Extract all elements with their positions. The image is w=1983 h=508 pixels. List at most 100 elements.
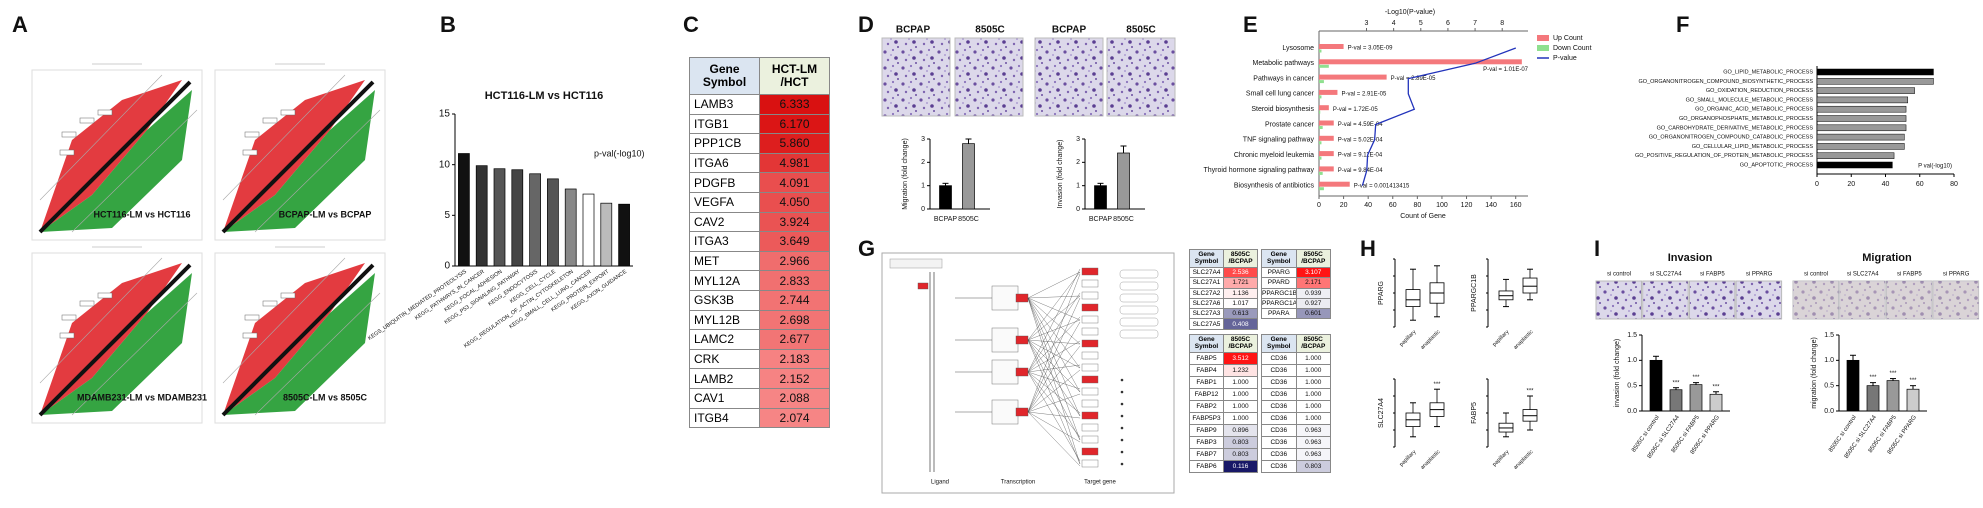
value-cell: 2.833 <box>759 270 830 291</box>
diagonal-band <box>38 263 192 417</box>
row: PDGFB 4.091 <box>689 172 830 193</box>
value-label: P-val = 1.72E-05 <box>1333 107 1379 113</box>
value-cell: 3.649 <box>759 231 830 252</box>
image-label: 8505C <box>1126 25 1155 36</box>
gene-cell: CD36 <box>1261 388 1297 401</box>
bar <box>1094 185 1107 210</box>
down-cloud <box>40 90 192 232</box>
row: SLC27A6 1.017 <box>1189 297 1258 310</box>
value-cell: 4.091 <box>759 172 830 193</box>
target-box <box>1081 339 1099 348</box>
bar <box>1709 393 1723 412</box>
panel-label: A <box>12 12 28 37</box>
header-cell: Gene Symbol <box>1261 249 1297 268</box>
table: Gene Symbol 8505C /BCPAP CD36 1.000 CD36 1.00… <box>1261 334 1331 473</box>
image-label: si control <box>1804 272 1828 278</box>
x-tick-label: 80 <box>1413 202 1421 209</box>
target-box <box>1081 459 1099 468</box>
row: SLC27A3 0.613 <box>1189 308 1258 320</box>
category-label: GO_ORGANONITROGEN_COMPOUND_CATABOLIC_PRO… <box>1649 135 1814 141</box>
row: FABP3 0.803 <box>1189 436 1258 449</box>
y-tick-label: 3 <box>921 136 925 143</box>
row: FABP5P3 1.000 <box>1189 412 1258 425</box>
diagram-label: Transcription <box>1001 480 1035 486</box>
gene-cell: CD36 <box>1261 412 1297 425</box>
bar <box>1816 68 1934 76</box>
diagonal-band <box>38 80 192 234</box>
x-tick-label: anaplastic <box>1420 449 1442 471</box>
value-cell: 1.000 <box>1223 376 1258 389</box>
link <box>1027 345 1081 413</box>
y-tick-label: 1 <box>1076 183 1080 190</box>
value-cell: 6.333 <box>759 94 830 115</box>
value-label: P-val = 2.91E-05 <box>1341 91 1387 97</box>
link <box>1027 297 1081 321</box>
outcome-dot <box>1120 390 1124 394</box>
outcome-dot <box>1120 378 1124 382</box>
value-cell: 3.107 <box>1295 266 1331 279</box>
outcome-dot <box>1120 414 1124 418</box>
gene-cell: FABP5P3 <box>1189 412 1224 425</box>
x-tick-label: BCPAP <box>1089 216 1113 223</box>
down-cloud <box>40 273 192 415</box>
header-cell: 8505C /BCPAP <box>1223 334 1258 353</box>
value-cell: 0.408 <box>1223 318 1258 330</box>
x-tick-label: 8505C <box>958 216 979 223</box>
x-tick-label: papillary <box>1399 449 1418 468</box>
x2-tick-label: 7 <box>1473 20 1477 27</box>
row: CD36 0.803 <box>1261 460 1331 473</box>
value-cell: 1.017 <box>1223 297 1258 310</box>
row: CAV1 2.088 <box>689 387 830 409</box>
plot-label: BCPAP-LM vs BCPAP <box>279 209 372 219</box>
complex-box <box>991 359 1019 385</box>
legend-text: p-val(-log10) <box>594 148 645 158</box>
micrograph <box>1688 280 1736 320</box>
target-box <box>1081 315 1099 324</box>
x2-tick-label: 6 <box>1446 20 1450 27</box>
row: CD36 1.000 <box>1261 376 1331 389</box>
annotation-box <box>79 300 95 307</box>
row: LAMC2 2.677 <box>689 329 830 350</box>
x-tick-label: BCPAP <box>934 216 958 223</box>
image-label: BCPAP <box>896 25 931 36</box>
micrograph <box>1595 280 1642 320</box>
y-axis-label: FABP5 <box>1471 402 1478 424</box>
target-box <box>1081 387 1099 396</box>
micrograph <box>1106 37 1176 117</box>
link <box>1027 340 1081 373</box>
pathway-box <box>1119 269 1159 279</box>
table-g: Gene Symbol 8505C /BCPAP SLC27A4 2.536 SLC27… <box>1189 249 1258 330</box>
category-label: Biosynthesis of antibiotics <box>1234 183 1315 190</box>
outcome-dot <box>1120 438 1124 442</box>
gene-cell: CD36 <box>1261 364 1297 377</box>
bar <box>511 169 524 267</box>
row: FABP2 1.000 <box>1189 400 1258 413</box>
value-cell: 0.963 <box>1295 448 1331 461</box>
row: CD36 1.000 <box>1261 364 1331 377</box>
gene-cell: CAV1 <box>689 387 760 409</box>
y-tick-label: 1 <box>921 183 925 190</box>
value-cell: 2.677 <box>759 329 830 350</box>
target-box <box>1081 411 1099 420</box>
bar <box>1319 126 1323 129</box>
annotation-box <box>61 314 77 321</box>
x-tick-label: 60 <box>1389 202 1397 209</box>
x-tick-label: 120 <box>1461 202 1473 209</box>
bar <box>1846 359 1860 412</box>
box <box>1405 289 1421 308</box>
micrograph <box>881 37 951 117</box>
category-label: Small cell lung cancer <box>1246 91 1315 98</box>
gene-cell: MYL12B <box>689 309 760 331</box>
annotation-box <box>79 117 95 124</box>
image-label: 8505C <box>975 25 1004 36</box>
row: ITGA6 4.981 <box>689 152 830 174</box>
category-label: GO_SMALL_MOLECULE_METABOLIC_PROCESS <box>1686 97 1814 103</box>
row: PPARGC1A 0.927 <box>1261 297 1331 310</box>
category-label: Lysosome <box>1282 45 1314 52</box>
pathway-box <box>1119 305 1159 315</box>
bar <box>600 202 613 267</box>
link <box>1027 339 1081 393</box>
significance: *** <box>1672 380 1680 386</box>
annotation-box <box>59 332 75 339</box>
